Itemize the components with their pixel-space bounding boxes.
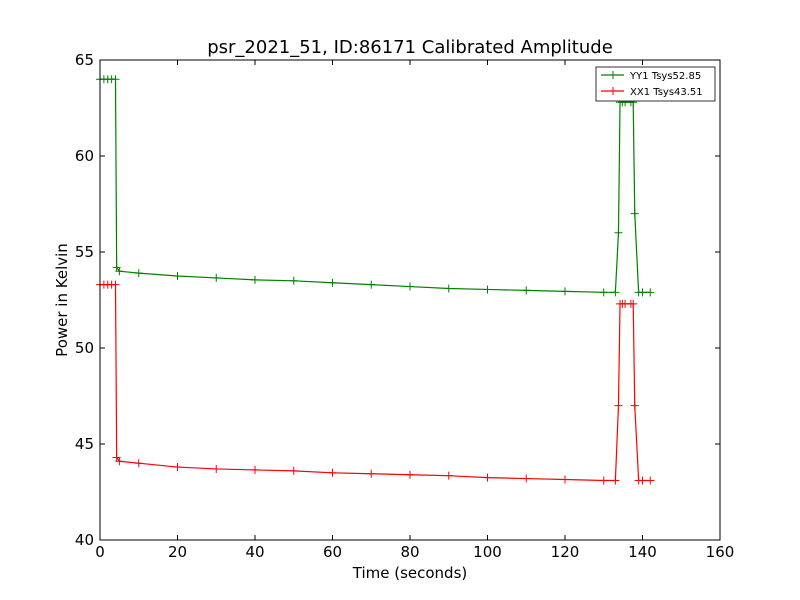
x-tick-label: 0 [95, 543, 105, 561]
data-point [611, 476, 620, 485]
data-point [614, 228, 623, 237]
x-axis-title: Time (seconds) [352, 564, 468, 582]
data-point [629, 299, 638, 308]
x-tick-label: 80 [400, 543, 419, 561]
y-tick-label: 65 [75, 51, 94, 69]
data-point [212, 464, 221, 473]
series-layer [96, 75, 655, 485]
data-point [599, 476, 608, 485]
data-point [646, 476, 655, 485]
data-point [328, 468, 337, 477]
data-point [328, 278, 337, 287]
legend-entries: YY1 Tsys52.85 XX1 Tsys43.51 [601, 71, 703, 98]
data-point [638, 476, 647, 485]
x-tick-label: 40 [245, 543, 264, 561]
y-tick-label: 55 [75, 243, 94, 261]
data-point [251, 275, 259, 284]
chart-title: psr_2021_51, ID:86171 Calibrated Amplitu… [207, 37, 613, 58]
data-point [630, 401, 639, 410]
y-tick-label: 60 [75, 147, 94, 165]
data-point [561, 475, 569, 484]
data-point [522, 474, 531, 483]
data-point [646, 288, 655, 297]
data-point [522, 286, 531, 295]
data-point [444, 284, 453, 293]
data-point [444, 471, 453, 480]
x-tick-label: 160 [706, 543, 735, 561]
data-point [115, 267, 124, 276]
data-point [614, 401, 623, 410]
legend-label: YY1 Tsys52.85 [629, 71, 701, 82]
legend-marker [609, 87, 617, 95]
ticks-layer: 0 20 40 60 80 100 120 140 160 40 45 50 55 60 65 [75, 51, 734, 561]
data-point [173, 272, 182, 280]
legend-box [595, 66, 716, 102]
y-tick-label: 40 [75, 531, 94, 549]
x-tick-label: 120 [551, 543, 580, 561]
data-point [111, 280, 120, 289]
x-tick-label: 60 [323, 543, 342, 561]
data-point [483, 473, 492, 482]
data-point [212, 273, 221, 282]
data-point [173, 463, 182, 472]
x-tick-label: 100 [473, 543, 502, 561]
legend-marker [609, 71, 617, 79]
data-point [367, 280, 376, 289]
legend: YY1 Tsys52.85 XX1 Tsys43.51 [595, 66, 716, 102]
legend-label: XX1 Tsys43.51 [630, 87, 703, 98]
y-tick-label: 45 [75, 435, 94, 453]
data-point [251, 465, 259, 474]
data-point [561, 287, 569, 296]
data-point [638, 288, 647, 297]
data-point [115, 457, 124, 466]
data-point [134, 269, 143, 278]
y-axis-title: Power in Kelvin [53, 243, 71, 357]
data-point [599, 288, 608, 297]
data-point [611, 288, 620, 297]
x-tick-label: 20 [168, 543, 187, 561]
data-point [134, 459, 143, 468]
data-point [406, 282, 414, 291]
data-point [406, 470, 414, 479]
data-point [289, 276, 298, 285]
y-tick-label: 50 [75, 339, 94, 357]
x-tick-label: 140 [628, 543, 657, 561]
data-point [367, 469, 376, 478]
series-line-0 [100, 78, 651, 293]
series-line-1 [100, 284, 651, 482]
data-point [483, 285, 492, 294]
data-point [289, 466, 298, 475]
data-point [630, 209, 639, 218]
data-point [111, 75, 120, 84]
